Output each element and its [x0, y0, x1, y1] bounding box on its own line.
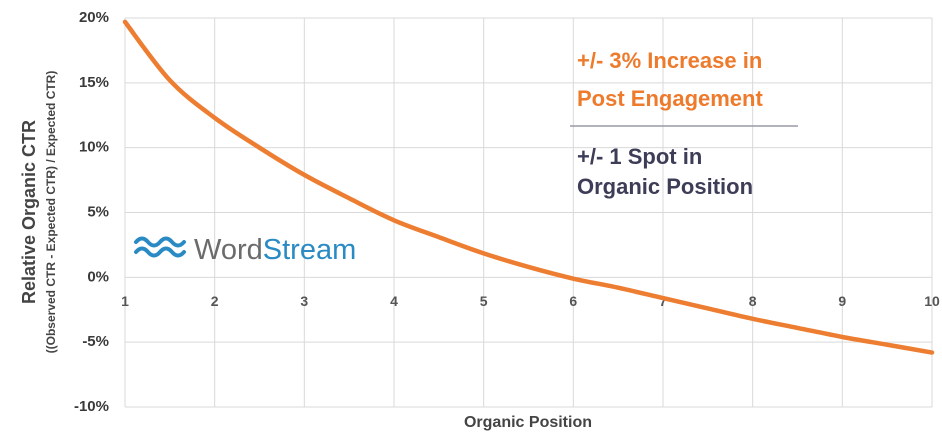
y-axis-label: Relative Organic CTR [19, 120, 39, 304]
x-tick-label: 6 [569, 293, 577, 309]
logo-wave [134, 246, 186, 258]
logo-icon [134, 236, 186, 258]
annotation: +/- 1 Spot in [577, 144, 702, 169]
x-tick-label: 1 [121, 293, 129, 309]
y-tick-label: 5% [87, 203, 109, 220]
x-tick-label: 8 [749, 293, 757, 309]
y-tick-label: -5% [82, 333, 109, 350]
logo-text: WordStream [194, 234, 356, 266]
x-tick-label: 2 [211, 293, 219, 309]
y-tick-label: -10% [74, 398, 109, 415]
annotation: +/- 3% Increase in [577, 48, 762, 73]
logo-word: Word [194, 234, 263, 266]
annotation: Organic Position [577, 174, 753, 199]
x-tick-label: 7 [659, 293, 667, 309]
y-tick-label: 15% [79, 74, 109, 91]
y-tick-label: 10% [79, 139, 109, 156]
x-tick-label: 5 [480, 293, 488, 309]
x-tick-label: 3 [300, 293, 308, 309]
data-line [122, 19, 935, 355]
x-tick-label: 4 [390, 293, 398, 309]
y-tick-label: 20% [79, 9, 109, 26]
logo-wave [134, 236, 186, 248]
grid [124, 17, 933, 408]
y-tick-label: 0% [87, 268, 109, 285]
y-axis-sublabel: ((Observed CTR - Expected CTR) / Expecte… [44, 71, 58, 354]
annotation: Post Engagement [577, 86, 763, 111]
logo-stream: Stream [263, 234, 356, 266]
x-tick-label: 10 [924, 293, 940, 309]
x-axis-label: Organic Position [464, 414, 592, 431]
x-tick-label: 9 [838, 293, 846, 309]
